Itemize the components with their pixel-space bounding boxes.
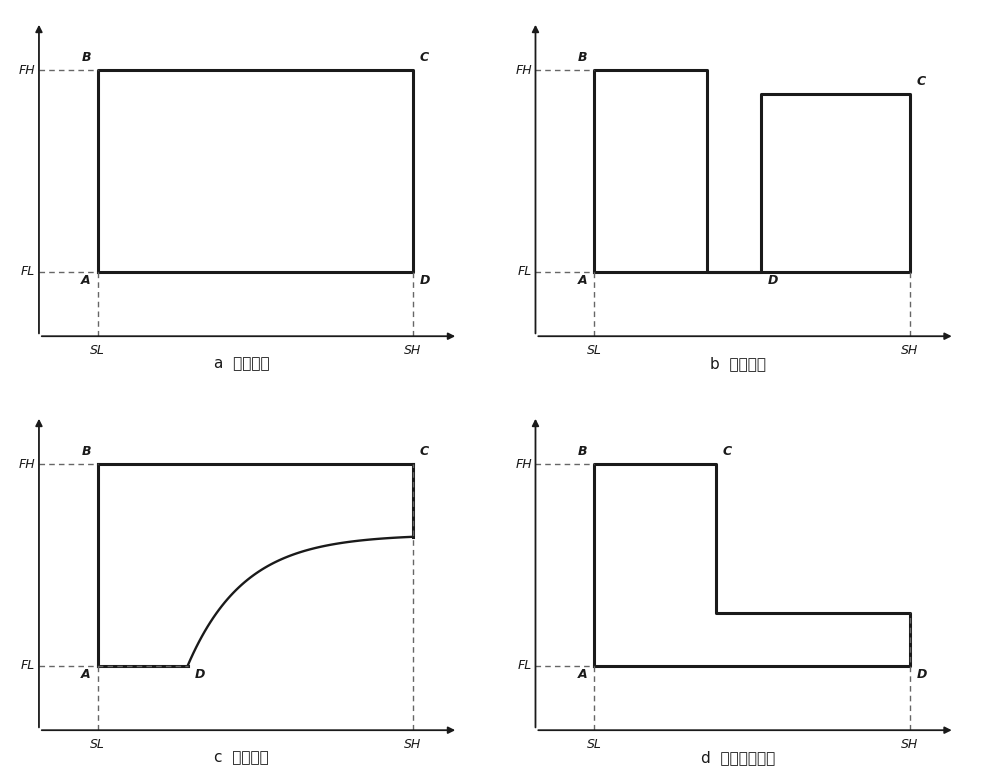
- Text: B: B: [81, 52, 91, 64]
- Text: B: B: [81, 445, 91, 458]
- Text: C: C: [722, 445, 732, 458]
- Text: d  柱塞脱出泵筒: d 柱塞脱出泵筒: [701, 751, 775, 765]
- Text: B: B: [578, 52, 587, 64]
- Text: A: A: [578, 668, 587, 681]
- Text: FH: FH: [515, 64, 532, 77]
- Text: FL: FL: [518, 266, 532, 278]
- Text: D: D: [194, 668, 205, 681]
- Text: A: A: [81, 274, 91, 287]
- Text: SH: SH: [901, 738, 918, 751]
- Text: FH: FH: [19, 64, 35, 77]
- Text: SH: SH: [404, 344, 422, 357]
- Text: FH: FH: [515, 458, 532, 471]
- Text: B: B: [578, 445, 587, 458]
- Text: FH: FH: [19, 458, 35, 471]
- Text: SL: SL: [587, 738, 602, 751]
- Text: A: A: [81, 668, 91, 681]
- Text: FL: FL: [21, 266, 35, 278]
- Text: c  泵内充气: c 泵内充气: [214, 751, 269, 765]
- Text: C: C: [916, 76, 925, 88]
- Text: SH: SH: [901, 344, 918, 357]
- Text: A: A: [578, 274, 587, 287]
- Text: FL: FL: [21, 659, 35, 672]
- Text: C: C: [420, 445, 429, 458]
- Text: SH: SH: [404, 738, 422, 751]
- Text: D: D: [916, 668, 927, 681]
- Text: SL: SL: [90, 344, 105, 357]
- Text: D: D: [768, 274, 778, 287]
- Text: D: D: [420, 274, 430, 287]
- Text: FL: FL: [518, 659, 532, 672]
- Text: a  正常工况: a 正常工况: [214, 356, 270, 371]
- Text: b  供液不足: b 供液不足: [710, 356, 766, 371]
- Text: C: C: [420, 52, 429, 64]
- Text: SL: SL: [587, 344, 602, 357]
- Text: SL: SL: [90, 738, 105, 751]
